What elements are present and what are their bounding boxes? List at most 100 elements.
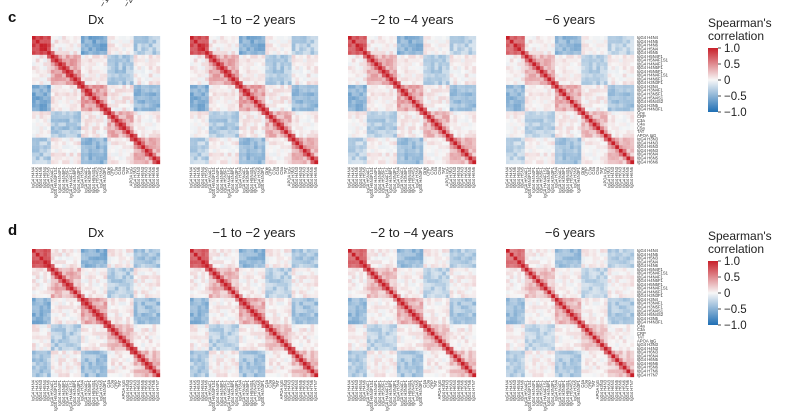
heatmap-cell [284,69,289,74]
heatmap-cell [622,103,627,108]
heatmap-cell [434,141,439,146]
heatmap-cell [92,69,97,74]
heatmap-cell [472,148,477,153]
heatmap-cell [114,137,119,142]
heatmap-cell [363,73,367,78]
heatmap-cell [532,39,537,44]
heatmap-cell [201,111,206,116]
heatmap-cell [457,137,462,142]
heatmap-cell [137,156,142,161]
heatmap-cell [393,152,398,157]
heatmap-cell [103,260,108,265]
heatmap-cell [404,58,409,63]
heatmap-cell [438,111,443,116]
heatmap-cell [216,137,221,142]
heatmap-cell [144,137,149,142]
heatmap-cell [596,81,601,86]
heatmap-cell [468,100,473,104]
heatmap-cell [415,122,420,127]
heatmap-cell [216,148,221,153]
heatmap-cell [513,156,518,161]
heatmap-cell [80,96,85,101]
heatmap-cell [246,156,251,161]
heatmap-cell [246,54,251,59]
heatmap-cell [381,137,386,142]
heatmap-cell [201,43,206,48]
heatmap-cell [585,122,589,127]
heatmap-cell [393,88,398,93]
column-label: IgG4 H4N6F1 [230,166,235,193]
heatmap-cell [284,126,289,131]
heatmap-cell [276,96,281,101]
heatmap-cell [246,133,251,138]
heatmap-cell [468,152,473,157]
heatmap-cell [208,88,213,93]
heatmap-cell [84,256,89,261]
heatmap-cell [585,88,589,93]
heatmap-cell [400,36,405,40]
heatmap-cell [314,36,319,40]
heatmap-cell [156,115,161,119]
row-label: IgG4 H5N4F1S1 [637,58,669,63]
column-label: IgG4 H6N4 [147,166,152,188]
heatmap-cell [581,54,586,59]
heatmap-cell [238,58,243,63]
heatmap-cell [84,54,89,59]
heatmap-cell [419,160,424,165]
heatmap-cell [351,160,356,165]
heatmap-cell [152,141,157,146]
heatmap-cell [570,54,574,59]
heatmap-cell [208,107,213,112]
heatmap-cell [148,249,153,253]
heatmap-cell [370,77,375,82]
heatmap-cell [596,160,601,165]
heatmap-cell [47,260,51,265]
heatmap-cell [554,81,559,86]
heatmap-cell [193,145,198,150]
heatmap-cell [201,156,206,161]
heatmap-cell [460,66,465,71]
heatmap-cell [412,160,416,165]
heatmap-cell [509,130,514,135]
heatmap-cell [238,73,243,78]
heatmap-cell [366,122,371,127]
heatmap-cell [547,126,552,131]
heatmap-cell [96,69,100,74]
heatmap-cell [374,137,379,142]
heatmap-cell [385,92,390,97]
heatmap-cell [144,115,149,119]
heatmap-cell [35,81,40,86]
heatmap-cell [438,54,443,59]
heatmap-cell [521,73,525,78]
heatmap-cell [99,92,104,97]
heatmap-cell [65,130,70,135]
heatmap-cell [554,84,559,89]
heatmap-cell [430,100,435,104]
heatmap-cell [265,73,270,78]
heatmap-cell [381,152,386,157]
heatmap-cell [299,43,304,48]
heatmap-cell [468,58,473,63]
heatmap-cell [573,103,578,108]
heatmap-cell [381,92,386,97]
heatmap-cell [423,81,428,86]
heatmap-cell [133,88,138,93]
heatmap-cell [148,84,153,89]
heatmap-cell [197,148,202,153]
heatmap-cell [133,103,138,108]
heatmap-cell [65,88,70,93]
heatmap-cell [156,92,161,97]
heatmap-cell [227,130,232,135]
heatmap-cell [284,107,289,112]
heatmap-cell [551,141,556,146]
heatmap-cell [99,51,104,55]
heatmap-cell [513,96,518,101]
heatmap-cell [389,133,394,138]
heatmap-cell [370,160,375,165]
heatmap-cell [242,141,247,146]
heatmap-cell [423,54,428,59]
heatmap-cell [577,145,582,150]
heatmap-cell [460,69,465,74]
heatmap-cell [250,141,255,146]
column-label: IgG4 H5N4F1 [49,166,54,193]
